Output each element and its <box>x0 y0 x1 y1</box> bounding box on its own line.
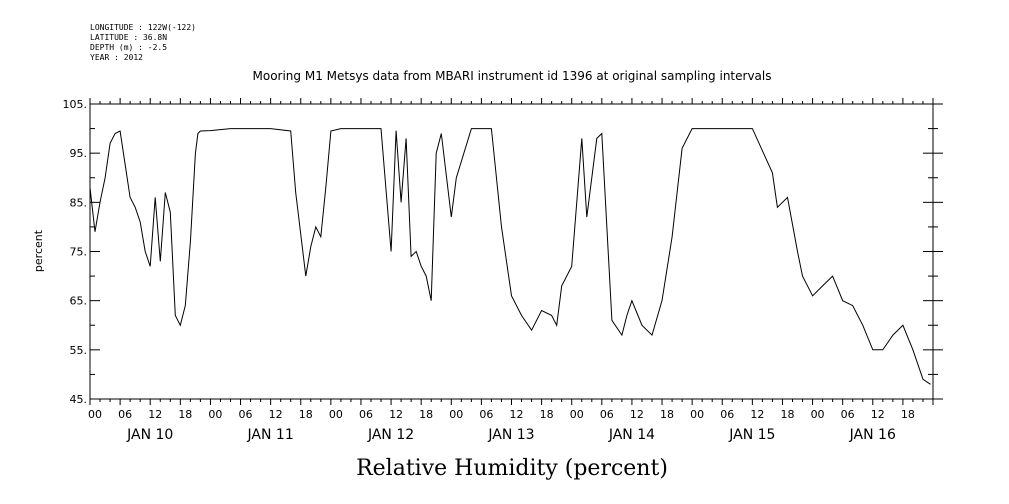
x-tick-label: 00 <box>811 408 825 421</box>
meta-depth: DEPTH (m) : -2.5 <box>90 43 167 52</box>
day-label: JAN 10 <box>126 427 173 443</box>
x-tick-label: 00 <box>208 408 222 421</box>
y-tick-label: 45. <box>70 393 88 406</box>
x-tick-label: 18 <box>660 408 674 421</box>
day-label: JAN 14 <box>608 427 655 443</box>
x-tick-label: 06 <box>841 408 855 421</box>
x-tick-label: 18 <box>299 408 313 421</box>
x-tick-label: 06 <box>600 408 614 421</box>
x-tick-label: 18 <box>780 408 794 421</box>
day-labels: JAN 10 JAN 11 JAN 12 JAN 13 JAN 14 JAN 15 JAN … <box>126 427 896 443</box>
y-tick-label: 75. <box>70 246 88 259</box>
x-tick-label: 06 <box>239 408 253 421</box>
x-tick-label: 00 <box>449 408 463 421</box>
y-tick-label: 65. <box>70 295 88 308</box>
x-tick-label: 12 <box>630 408 644 421</box>
x-tick-label: 12 <box>269 408 283 421</box>
y-tick-label: 105. <box>63 98 88 111</box>
x-tick-label: 00 <box>690 408 704 421</box>
x-tick-label: 06 <box>479 408 493 421</box>
x-tick-label: 00 <box>570 408 584 421</box>
x-tick-label: 06 <box>359 408 373 421</box>
x-tick-label: 12 <box>148 408 162 421</box>
y-tick-label: 55. <box>70 344 88 357</box>
meta-block: LONGITUDE : 122W(-122) LATITUDE : 36.8N … <box>90 23 196 62</box>
day-label: JAN 13 <box>487 427 534 443</box>
x-tick-label: 12 <box>510 408 524 421</box>
meta-year: YEAR : 2012 <box>90 53 143 62</box>
meta-latitude: LATITUDE : 36.8N <box>90 33 167 42</box>
x-tick-label: 18 <box>540 408 554 421</box>
y-axis-label: percent <box>32 229 45 272</box>
chart-title: Mooring M1 Metsys data from MBARI instru… <box>253 69 772 83</box>
y-axis: 45. 55. 65. 75. 85. 95. 105. <box>63 98 943 406</box>
x-tick-label: 06 <box>118 408 132 421</box>
y-tick-label: 95. <box>70 147 88 160</box>
day-label: JAN 12 <box>367 427 414 443</box>
x-tick-label: 06 <box>720 408 734 421</box>
x-axis: 00 06 12 18 00 06 12 18 00 06 12 18 00 06 12 18 00 06 12 18… <box>88 408 915 421</box>
x-tick-label: 18 <box>901 408 915 421</box>
x-tick-label: 12 <box>389 408 403 421</box>
series-line <box>89 128 931 385</box>
minor-ticks <box>89 98 934 405</box>
x-tick-label: 12 <box>750 408 764 421</box>
x-axis-label: Relative Humidity (percent) <box>356 456 668 481</box>
x-tick-label: 00 <box>329 408 343 421</box>
day-label: JAN 15 <box>728 427 775 443</box>
x-tick-label: 00 <box>88 408 102 421</box>
meta-longitude: LONGITUDE : 122W(-122) <box>90 23 196 32</box>
x-tick-label: 18 <box>178 408 192 421</box>
x-tick-label: 18 <box>419 408 433 421</box>
day-label: JAN 11 <box>247 427 294 443</box>
day-label: JAN 16 <box>849 427 896 443</box>
plot-frame <box>89 103 934 400</box>
x-tick-label: 12 <box>871 408 885 421</box>
y-tick-label: 85. <box>70 196 88 209</box>
